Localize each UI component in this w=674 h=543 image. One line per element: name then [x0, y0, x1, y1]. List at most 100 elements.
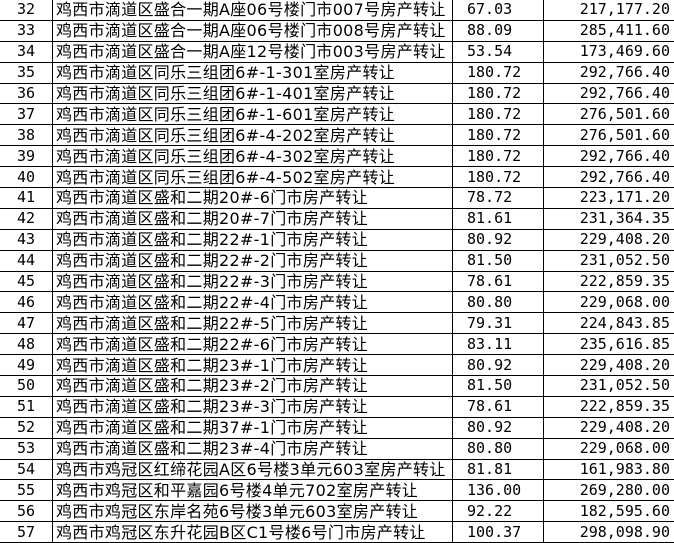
area-value: 81.61 [452, 207, 544, 230]
property-name: 鸡西市滴道区盛和二期22#-3门市房产转让 [52, 270, 453, 293]
row-number: 52 [0, 416, 53, 439]
table-row: 42 鸡西市滴道区盛和二期20#-7门市房产转让 81.61 231,364.35 [0, 207, 674, 230]
table-row: 45 鸡西市滴道区盛和二期22#-3门市房产转让 78.61 222,859.35 [0, 270, 674, 293]
row-number: 48 [0, 333, 53, 356]
property-name: 鸡西市鸡冠区东岸名苑6号楼3单元603室房产转让 [52, 500, 453, 523]
row-number: 37 [0, 103, 53, 126]
row-number: 43 [0, 228, 53, 251]
area-value: 81.50 [452, 249, 544, 272]
area-value: 81.81 [452, 458, 544, 481]
table-row: 48 鸡西市滴道区盛和二期22#-6门市房产转让 83.11 235,616.85 [0, 333, 674, 356]
row-number: 40 [0, 166, 53, 189]
property-name: 鸡西市滴道区同乐三组团6#-4-202室房产转让 [52, 124, 453, 147]
area-value: 180.72 [452, 61, 544, 84]
property-name: 鸡西市鸡冠区红缔花园A区6号楼3单元603室房产转让 [52, 458, 453, 481]
table-row: 51 鸡西市滴道区盛和二期23#-3门市房产转让 78.61 222,859.35 [0, 395, 674, 418]
area-value: 80.80 [452, 437, 544, 460]
price-value: 173,469.60 [543, 40, 674, 63]
property-name: 鸡西市滴道区盛和二期22#-2门市房产转让 [52, 249, 453, 272]
property-name: 鸡西市滴道区同乐三组团6#-1-601室房产转让 [52, 103, 453, 126]
property-name: 鸡西市滴道区盛合一期A座06号楼门市008号房产转让 [52, 19, 453, 42]
area-value: 180.72 [452, 103, 544, 126]
area-value: 180.72 [452, 124, 544, 147]
property-name: 鸡西市滴道区同乐三组团6#-4-302室房产转让 [52, 145, 453, 168]
property-name: 鸡西市滴道区盛和二期23#-2门市房产转让 [52, 375, 453, 397]
table-row: 54 鸡西市鸡冠区红缔花园A区6号楼3单元603室房产转让 81.81 161,983… [0, 458, 674, 481]
area-value: 81.50 [452, 375, 544, 397]
row-number: 41 [0, 187, 53, 209]
price-value: 276,501.60 [543, 103, 674, 126]
area-value: 100.37 [452, 521, 544, 543]
property-name: 鸡西市滴道区盛合一期A座12号楼门市003号房产转让 [52, 40, 453, 63]
row-number: 33 [0, 19, 53, 42]
price-value: 224,843.85 [543, 312, 674, 335]
price-value: 231,364.35 [543, 207, 674, 230]
price-value: 231,052.50 [543, 249, 674, 272]
table-row: 50 鸡西市滴道区盛和二期23#-2门市房产转让 81.50 231,052.50 [0, 375, 674, 397]
row-number: 35 [0, 61, 53, 84]
area-value: 80.80 [452, 291, 544, 314]
row-number: 38 [0, 124, 53, 147]
row-number: 51 [0, 395, 53, 418]
table-row: 53 鸡西市滴道区盛和二期23#-4门市房产转让 80.80 229,068.00 [0, 437, 674, 460]
price-value: 292,766.40 [543, 145, 674, 168]
row-number: 32 [0, 0, 53, 21]
table-row: 34 鸡西市滴道区盛合一期A座12号楼门市003号房产转让 53.54 173,469… [0, 40, 674, 63]
price-value: 229,408.20 [543, 354, 674, 377]
table-row: 41 鸡西市滴道区盛和二期20#-6门市房产转让 78.72 223,171.20 [0, 187, 674, 209]
property-name: 鸡西市滴道区盛和二期22#-1门市房产转让 [52, 228, 453, 251]
price-value: 229,068.00 [543, 291, 674, 314]
row-number: 53 [0, 437, 53, 460]
row-number: 57 [0, 521, 53, 543]
row-number: 34 [0, 40, 53, 63]
table-row: 52 鸡西市滴道区盛和二期37#-1门市房产转让 80.92 229,408.20 [0, 416, 674, 439]
table-row: 44 鸡西市滴道区盛和二期22#-2门市房产转让 81.50 231,052.50 [0, 249, 674, 272]
row-number: 36 [0, 82, 53, 105]
row-number: 54 [0, 458, 53, 481]
row-number: 45 [0, 270, 53, 293]
table-row: 46 鸡西市滴道区盛和二期22#-4门市房产转让 80.80 229,068.00 [0, 291, 674, 314]
property-name: 鸡西市滴道区盛合一期A座06号楼门市007号房产转让 [52, 0, 453, 21]
row-number: 55 [0, 479, 53, 502]
table-row: 55 鸡西市鸡冠区和平嘉园6号楼4单元702室房产转让 136.00 269,280.… [0, 479, 674, 502]
price-value: 285,411.60 [543, 19, 674, 42]
price-value: 217,177.20 [543, 0, 674, 21]
property-name: 鸡西市滴道区同乐三组团6#-4-502室房产转让 [52, 166, 453, 189]
area-value: 92.22 [452, 500, 544, 523]
area-value: 79.31 [452, 312, 544, 335]
property-name: 鸡西市鸡冠区东升花园B区C1号楼6号门市房产转让 [52, 521, 453, 543]
area-value: 136.00 [452, 479, 544, 502]
price-value: 182,595.60 [543, 500, 674, 523]
table-row: 47 鸡西市滴道区盛和二期22#-5门市房产转让 79.31 224,843.85 [0, 312, 674, 335]
row-number: 47 [0, 312, 53, 335]
property-name: 鸡西市滴道区同乐三组团6#-1-401室房产转让 [52, 82, 453, 105]
price-value: 229,408.20 [543, 228, 674, 251]
table-row: 57 鸡西市鸡冠区东升花园B区C1号楼6号门市房产转让 100.37 298,098.… [0, 521, 674, 543]
area-value: 78.61 [452, 395, 544, 418]
area-value: 180.72 [452, 82, 544, 105]
property-name: 鸡西市鸡冠区和平嘉园6号楼4单元702室房产转让 [52, 479, 453, 502]
table-row: 56 鸡西市鸡冠区东岸名苑6号楼3单元603室房产转让 92.22 182,595.6… [0, 500, 674, 523]
area-value: 53.54 [452, 40, 544, 63]
area-value: 67.03 [452, 0, 544, 21]
area-value: 80.92 [452, 416, 544, 439]
property-name: 鸡西市滴道区同乐三组团6#-1-301室房产转让 [52, 61, 453, 84]
row-number: 39 [0, 145, 53, 168]
price-value: 229,408.20 [543, 416, 674, 439]
row-number: 44 [0, 249, 53, 272]
price-value: 276,501.60 [543, 124, 674, 147]
row-number: 56 [0, 500, 53, 523]
property-name: 鸡西市滴道区盛和二期23#-1门市房产转让 [52, 354, 453, 377]
price-value: 161,983.80 [543, 458, 674, 481]
table-row: 40 鸡西市滴道区同乐三组团6#-4-502室房产转让 180.72 292,766.… [0, 166, 674, 189]
property-name: 鸡西市滴道区盛和二期22#-5门市房产转让 [52, 312, 453, 335]
row-number: 50 [0, 375, 53, 397]
property-name: 鸡西市滴道区盛和二期20#-7门市房产转让 [52, 207, 453, 230]
property-name: 鸡西市滴道区盛和二期23#-3门市房产转让 [52, 395, 453, 418]
price-value: 292,766.40 [543, 82, 674, 105]
area-value: 78.61 [452, 270, 544, 293]
price-value: 223,171.20 [543, 187, 674, 209]
property-name: 鸡西市滴道区盛和二期37#-1门市房产转让 [52, 416, 453, 439]
table-row: 43 鸡西市滴道区盛和二期22#-1门市房产转让 80.92 229,408.20 [0, 228, 674, 251]
